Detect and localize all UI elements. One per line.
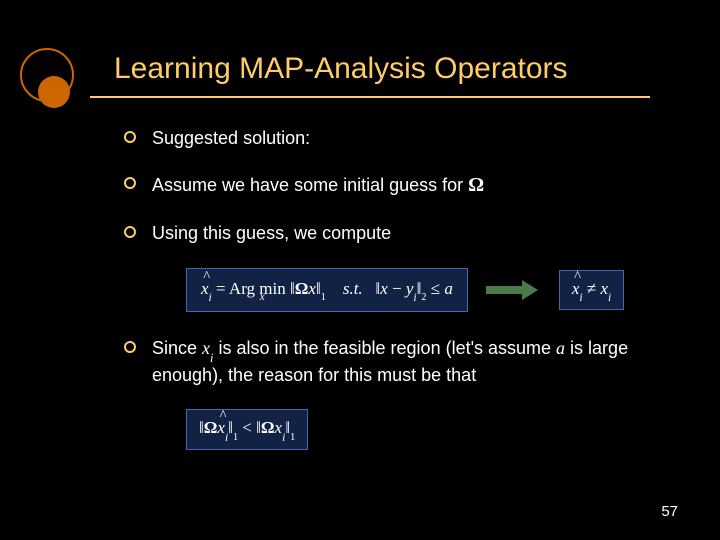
- arrow-icon: [486, 280, 541, 300]
- bullet-text: Using this guess, we compute: [152, 221, 650, 245]
- argmin-sub: x: [260, 291, 265, 303]
- formula-main-expr: xi = Arg minx ‖Ωx‖1 s.t. ‖x − yi‖2 ≤ a: [201, 279, 453, 301]
- formula-row-1: xi = Arg minx ‖Ωx‖1 s.t. ‖x − yi‖2 ≤ a x…: [186, 268, 650, 312]
- bullet-ring-icon: [124, 177, 136, 189]
- slide-title: Learning MAP-Analysis Operators: [90, 52, 650, 98]
- corner-decoration: [20, 38, 90, 118]
- xi-symbol: xi: [202, 338, 213, 358]
- bullet-text-pre: Assume we have some initial guess for: [152, 175, 468, 195]
- bullet4-mid: is also in the feasible region (let's as…: [213, 338, 556, 358]
- formula-row-2: ‖Ωxi‖1 < ‖Ωxi‖1: [186, 409, 650, 449]
- bullet-text: Since xi is also in the feasible region …: [152, 336, 650, 387]
- formula-rhs-expr: xi ≠ xi: [572, 279, 611, 298]
- bullet-item: Since xi is also in the feasible region …: [124, 336, 650, 387]
- bullet-item: Assume we have some initial guess for Ω: [124, 172, 650, 199]
- bullet-text: Assume we have some initial guess for Ω: [152, 172, 650, 199]
- formula2-expr: ‖Ωxi‖1 < ‖Ωxi‖1: [199, 418, 295, 437]
- omega-symbol: Ω: [468, 174, 484, 196]
- formula-box-rhs: xi ≠ xi: [559, 270, 624, 310]
- bullet-item: Suggested solution:: [124, 126, 650, 150]
- slide: Learning MAP-Analysis Operators Suggeste…: [0, 0, 720, 540]
- bullet-item: Using this guess, we compute: [124, 221, 650, 245]
- small-dot-icon: [38, 76, 70, 108]
- bullet-text: Suggested solution:: [152, 126, 650, 150]
- bullet4-pre: Since: [152, 338, 202, 358]
- slide-content: Suggested solution: Assume we have some …: [90, 126, 650, 450]
- formula-box-inequality: ‖Ωxi‖1 < ‖Ωxi‖1: [186, 409, 308, 449]
- a-symbol: a: [556, 338, 565, 358]
- page-number: 57: [661, 503, 678, 520]
- bullet-ring-icon: [124, 131, 136, 143]
- bullet-ring-icon: [124, 226, 136, 238]
- bullet-ring-icon: [124, 341, 136, 353]
- formula-box-main: xi = Arg minx ‖Ωx‖1 s.t. ‖x − yi‖2 ≤ a: [186, 268, 468, 312]
